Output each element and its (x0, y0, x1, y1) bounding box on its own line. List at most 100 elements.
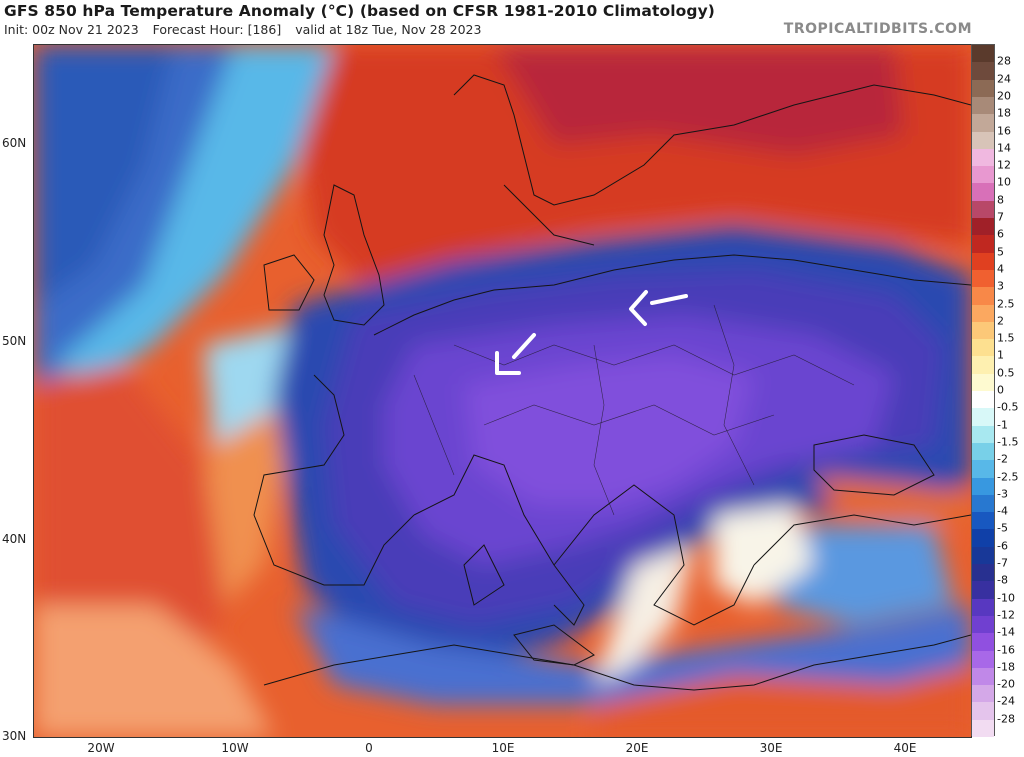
legend-swatch (972, 183, 994, 202)
legend-swatch (972, 218, 994, 236)
legend-label: -18 (997, 660, 1015, 674)
legend-swatch (972, 408, 994, 427)
legend-swatch (972, 166, 994, 184)
legend-label: -0.5 (997, 400, 1019, 414)
forecast-hour: Forecast Hour: [186] (152, 22, 282, 37)
legend-swatch (972, 460, 994, 478)
color-scale-legend (971, 44, 995, 738)
legend-swatch (972, 598, 994, 617)
legend-swatch (972, 442, 994, 461)
legend-label: 4 (997, 262, 1004, 276)
legend-label: 1 (997, 348, 1004, 362)
legend-swatch (972, 564, 994, 582)
legend-swatch (972, 373, 994, 392)
legend-label: 0 (997, 383, 1004, 397)
legend-swatch (972, 633, 994, 651)
anomaly-map (33, 44, 972, 738)
legend-label: 0.5 (997, 366, 1015, 380)
forecast-info: Init: 00z Nov 21 2023 Forecast Hour: [18… (4, 22, 491, 37)
lat-label-40n: 40N (2, 532, 27, 546)
legend-swatch (972, 114, 994, 132)
legend-label: -3 (997, 487, 1008, 501)
lon-label-40e: 40E (893, 741, 917, 755)
legend-swatch (972, 529, 994, 548)
legend-label: -24 (997, 694, 1015, 708)
wind-arrow-2 (629, 290, 688, 326)
legend-label: -2 (997, 452, 1008, 466)
legend-swatch (972, 494, 994, 513)
lon-label-0: 0 (365, 741, 373, 755)
wind-arrow-1 (495, 333, 536, 375)
legend-swatch (972, 650, 994, 669)
lat-label-60n: 60N (2, 136, 27, 150)
legend-label: 24 (997, 72, 1011, 86)
legend-label: 14 (997, 141, 1011, 155)
lat-label-30n: 30N (2, 729, 27, 743)
legend-swatch (972, 96, 994, 115)
legend-swatch (972, 200, 994, 219)
legend-swatch (972, 287, 994, 305)
lon-label-20w: 20W (87, 741, 115, 755)
legend-label: 2.5 (997, 297, 1015, 310)
legend-label: -1.5 (997, 435, 1019, 449)
legend-swatch (972, 304, 994, 323)
legend-swatch (972, 356, 994, 375)
legend-label: 3 (997, 279, 1004, 293)
lat-label-50n: 50N (2, 334, 27, 348)
legend-swatch (972, 719, 994, 738)
lon-label-30e: 30E (759, 741, 783, 755)
legend-label: 18 (997, 106, 1011, 120)
legend-swatch (972, 339, 994, 357)
site-watermark[interactable]: TROPICALTIDBITS.COM (783, 21, 972, 37)
legend-label: 28 (997, 54, 1011, 68)
legend-swatch (972, 148, 994, 167)
legend-swatch (972, 252, 994, 271)
legend-label: 1.5 (997, 331, 1015, 345)
legend-label: -28 (997, 712, 1015, 726)
legend-label: 6 (997, 227, 1004, 241)
legend-swatch (972, 321, 994, 340)
legend-swatch (972, 667, 994, 686)
legend-swatch (972, 512, 994, 530)
init-time: Init: 00z Nov 21 2023 (4, 22, 139, 37)
chart-title: GFS 850 hPa Temperature Anomaly (°C) (ba… (4, 2, 715, 20)
legend-swatch (972, 615, 994, 634)
legend-label: -2.5 (997, 470, 1019, 483)
legend-label: -14 (997, 625, 1015, 639)
legend-label: -7 (997, 556, 1008, 570)
legend-label: 5 (997, 245, 1004, 259)
legend-swatch (972, 581, 994, 600)
legend-swatch (972, 685, 994, 703)
legend-label: 2 (997, 314, 1004, 328)
legend-label: 20 (997, 89, 1011, 103)
valid-time: valid at 18z Tue, Nov 28 2023 (295, 22, 482, 37)
legend-label: -6 (997, 539, 1008, 553)
legend-swatch (972, 131, 994, 150)
legend-label: 8 (997, 193, 1004, 207)
legend-swatch (972, 62, 994, 81)
legend-swatch (972, 477, 994, 496)
legend-label: -1 (997, 418, 1008, 432)
legend-label: -20 (997, 677, 1015, 691)
legend-label: 10 (997, 175, 1011, 189)
legend-label: -4 (997, 504, 1008, 518)
legend-swatch (972, 45, 994, 63)
legend-label: -10 (997, 591, 1015, 605)
legend-swatch (972, 235, 994, 254)
lon-label-20e: 20E (625, 741, 649, 755)
lon-label-10w: 10W (221, 741, 249, 755)
legend-label: -16 (997, 643, 1015, 656)
legend-swatch (972, 79, 994, 98)
legend-label: -5 (997, 521, 1008, 535)
legend-swatch (972, 702, 994, 721)
legend-label: 12 (997, 158, 1011, 172)
legend-label: 7 (997, 210, 1004, 224)
legend-label: 16 (997, 124, 1011, 137)
legend-label: -12 (997, 608, 1015, 622)
map-canvas (34, 45, 971, 737)
legend-swatch (972, 425, 994, 444)
legend-swatch (972, 391, 994, 409)
lon-label-10e: 10E (491, 741, 515, 755)
legend-swatch (972, 546, 994, 565)
legend-swatch (972, 269, 994, 288)
